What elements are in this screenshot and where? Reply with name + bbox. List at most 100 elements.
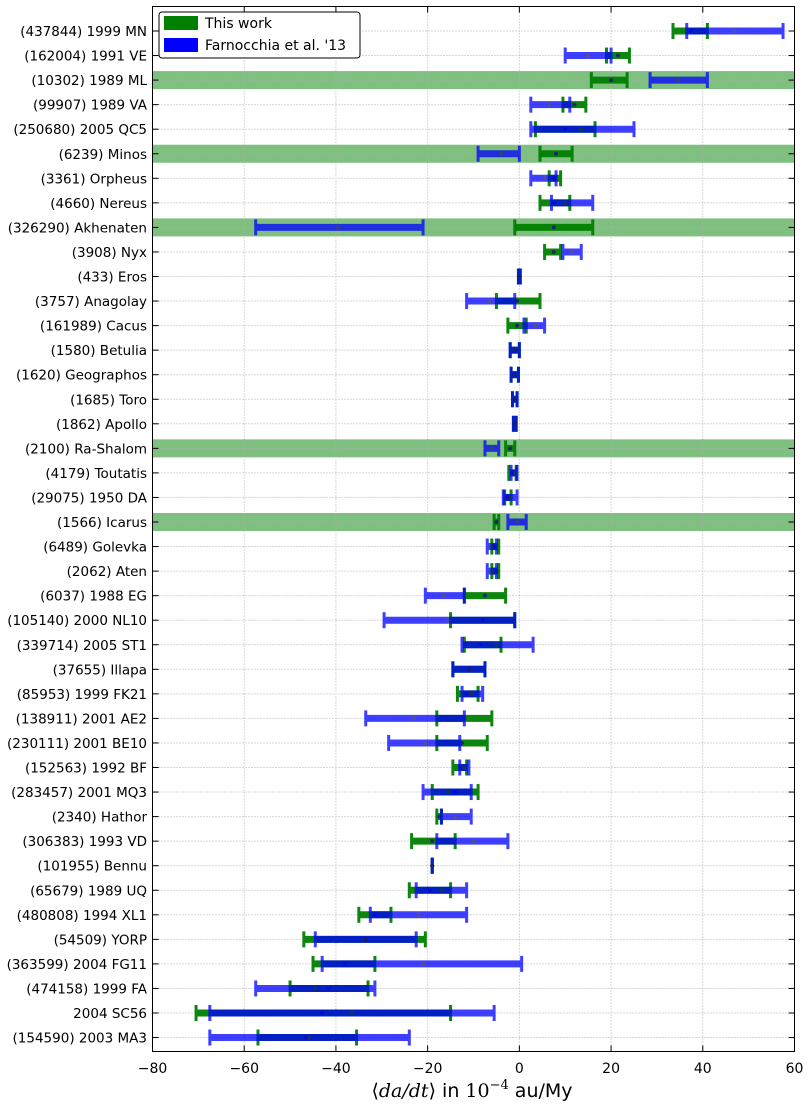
category-label-437844-1999-mn: (437844) 1999 MN bbox=[20, 24, 147, 40]
x-axis-label-unit-base: 10 bbox=[465, 1080, 489, 1102]
errorbar-farnocchia-230111-2001-be10 bbox=[387, 734, 462, 751]
errorbar-center-point bbox=[466, 667, 471, 672]
errorbar-farnocchia-4660-nereus bbox=[549, 194, 595, 211]
errorbar-this-work-6037-1988-eg bbox=[462, 587, 508, 604]
errorbar-center-point bbox=[547, 102, 552, 107]
x-axis-label-unit-rest: au/My bbox=[509, 1080, 573, 1102]
category-label-480808-1994-xl1: (480808) 1994 XL1 bbox=[17, 908, 147, 924]
errorbar-farnocchia-4179-toutatis bbox=[509, 464, 519, 481]
category-label-1685-toro: (1685) Toro bbox=[70, 392, 147, 408]
errorbar-center-point bbox=[551, 225, 556, 230]
errorbar-center-point bbox=[515, 520, 520, 524]
errorbar-farnocchia-363599-2004-fg11 bbox=[320, 955, 524, 972]
errorbar-farnocchia-10302-1989-ml bbox=[648, 72, 709, 89]
errorbar-center-point bbox=[570, 249, 575, 254]
errorbar-farnocchia-1862-apollo bbox=[511, 415, 518, 432]
x-tick-label: −20 bbox=[413, 1061, 443, 1077]
errorbar-center-point bbox=[487, 299, 492, 304]
legend-label-farnocchia: Farnocchia et al. '13 bbox=[205, 38, 346, 54]
category-label-230111-2001-be10: (230111) 2001 BE10 bbox=[7, 736, 147, 752]
errorbar-center-point bbox=[441, 593, 446, 598]
errorbar-center-point bbox=[554, 151, 559, 156]
errorbar-farnocchia-37655-illapa bbox=[451, 661, 487, 678]
errorbar-farnocchia-105140-2000-nl10 bbox=[382, 612, 517, 629]
errorbar-center-point bbox=[423, 740, 428, 745]
errorbar-center-point bbox=[430, 839, 435, 844]
category-label-1580-betulia: (1580) Betulia bbox=[51, 343, 147, 359]
x-tick-labels: −80 −60 −40 −20 0 20 40 60 bbox=[138, 1061, 804, 1077]
errorbar-center-point bbox=[489, 446, 494, 451]
errorbar-center-point bbox=[542, 176, 547, 181]
errorbar-center-point bbox=[508, 446, 513, 451]
errorbar-center-point bbox=[494, 642, 499, 647]
category-label-162004-1991-ve: (162004) 1991 VE bbox=[24, 49, 147, 65]
errorbar-center-point bbox=[471, 839, 476, 844]
legend: This work Farnocchia et al. '13 bbox=[158, 11, 361, 59]
legend-box bbox=[158, 11, 361, 59]
x-tick-label: −40 bbox=[321, 1061, 351, 1077]
errorbar-center-point bbox=[512, 372, 517, 377]
errorbar-farnocchia-433-eros bbox=[516, 268, 522, 285]
legend-swatch-farnocchia bbox=[164, 38, 198, 52]
category-label-4179-toutatis: (4179) Toutatis bbox=[45, 466, 147, 482]
errorbar-center-point bbox=[446, 618, 451, 623]
errorbar-farnocchia-2004-sc56 bbox=[208, 1005, 496, 1021]
errorbar-farnocchia-29075-1950-da bbox=[501, 489, 519, 506]
errorbar-center-point bbox=[515, 323, 520, 328]
category-label-283457-2001-mq3: (283457) 2001 MQ3 bbox=[11, 785, 147, 801]
x-axis-label-in: in bbox=[436, 1080, 465, 1102]
x-tick-label: −80 bbox=[138, 1061, 168, 1077]
errorbar-this-work-10302-1989-ml bbox=[589, 72, 629, 89]
errorbar-this-work-6239-minos bbox=[538, 145, 574, 162]
errorbar-farnocchia-65679-1989-uq bbox=[414, 882, 469, 899]
errorbar-center-point bbox=[482, 593, 487, 598]
category-label-99907-1989-va: (99907) 1989 VA bbox=[33, 98, 148, 114]
errorbar-farnocchia-154590-2003-ma3 bbox=[208, 1029, 411, 1046]
errorbar-center-point bbox=[462, 765, 467, 770]
errorbar-center-point bbox=[579, 127, 584, 132]
legend-swatch-this-work bbox=[164, 16, 198, 30]
errorbar-center-point bbox=[439, 888, 444, 893]
errorbar-farnocchia-250680-2005-qc5 bbox=[529, 121, 636, 138]
errorbar-center-point bbox=[508, 495, 513, 500]
category-label-339714-2005-st1: (339714) 2005 ST1 bbox=[17, 638, 147, 654]
errorbar-farnocchia-6037-1988-eg bbox=[423, 587, 466, 604]
category-label-54509-yorp: (54509) YORP bbox=[54, 932, 147, 948]
errorbar-center-point bbox=[609, 78, 614, 83]
category-label-3908-nyx: (3908) Nyx bbox=[72, 245, 147, 261]
errorbar-center-point bbox=[512, 421, 517, 426]
errorbar-center-point bbox=[306, 1035, 311, 1040]
errorbar-farnocchia-6489-golevka bbox=[485, 538, 498, 555]
errorbar-farnocchia-3757-anagolay bbox=[465, 293, 517, 310]
category-label-37655-illapa: (37655) Illapa bbox=[53, 662, 147, 678]
errorbar-farnocchia-138911-2001-ae2 bbox=[364, 710, 466, 727]
category-label-3757-anagolay: (3757) Anagolay bbox=[35, 294, 147, 310]
errorbar-farnocchia-3361-orpheus bbox=[529, 170, 558, 187]
errorbar-farnocchia-1620-geographos bbox=[509, 366, 520, 383]
category-label-6489-golevka: (6489) Golevka bbox=[43, 540, 147, 556]
errorbar-center-point bbox=[533, 323, 538, 328]
category-label-105140-2000-nl10: (105140) 2000 NL10 bbox=[7, 613, 147, 629]
legend-label-this-work: This work bbox=[204, 16, 273, 32]
errorbar-center-point bbox=[551, 249, 556, 254]
errorbar-farnocchia-2100-ra-shalom bbox=[483, 440, 501, 457]
errorbar-center-point bbox=[494, 520, 499, 524]
errorbar-center-point bbox=[517, 274, 522, 279]
x-axis-label-math: da/dt bbox=[379, 1080, 429, 1102]
errorbar-center-point bbox=[416, 912, 421, 917]
category-label-29075-1950-da: (29075) 1950 DA bbox=[31, 490, 148, 506]
error-bars bbox=[194, 23, 785, 1046]
errorbar-farnocchia-306383-1993-vd bbox=[435, 833, 510, 850]
errorbar-farnocchia-6239-minos bbox=[476, 145, 521, 162]
category-label-6037-1988-eg: (6037) 1988 EG bbox=[40, 589, 147, 605]
category-label-474158-1999-fa: (474158) 1999 FA bbox=[26, 981, 148, 997]
category-label-4660-nereus: (4660) Nereus bbox=[50, 196, 147, 212]
errorbar-center-point bbox=[615, 53, 620, 58]
errorbar-farnocchia-1685-toro bbox=[510, 391, 519, 408]
x-axis-label-unit-exp: −4 bbox=[490, 1078, 509, 1093]
errorbar-this-work-3908-nyx bbox=[543, 243, 563, 260]
y-category-labels: (437844) 1999 MN (162004) 1991 VE (10302) … bbox=[7, 24, 148, 1047]
errorbar-center-point bbox=[499, 151, 504, 156]
category-label-2100-ra-shalom: (2100) Ra-Shalom bbox=[25, 441, 147, 457]
